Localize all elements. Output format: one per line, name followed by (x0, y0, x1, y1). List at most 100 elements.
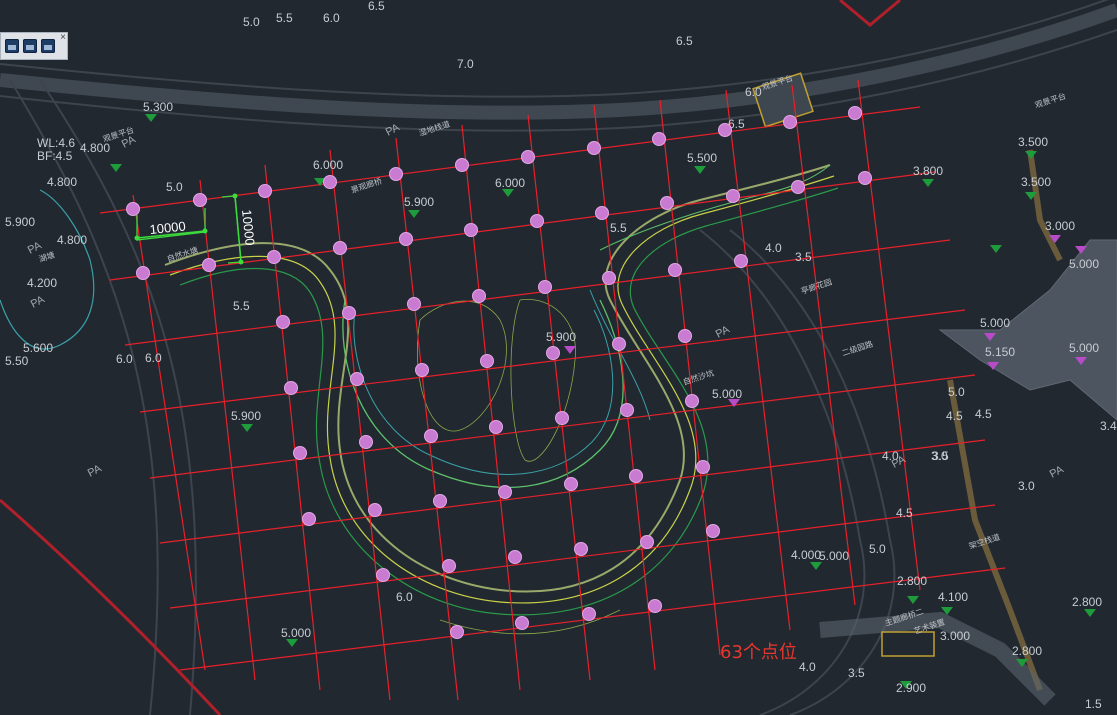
elevation-marker-4 (408, 210, 420, 218)
elevation-marker-3 (314, 178, 326, 186)
elevation-label-48: 4.0 (799, 660, 816, 674)
elevation-label-45: 2.800 (1012, 644, 1042, 658)
place-label-3: 观景平台 (1034, 91, 1068, 110)
grid-point-45 (359, 435, 373, 449)
elevation-label-62: 5.50 (5, 354, 29, 368)
grid-point-32 (276, 315, 290, 329)
grid-point-48 (629, 469, 643, 483)
elevation-label-24: 4.200 (27, 276, 57, 290)
elevation-label-60: 3.4 (1100, 419, 1117, 433)
grid-point-34 (612, 337, 626, 351)
grid-point-15 (726, 189, 740, 203)
grid-point-39 (284, 381, 298, 395)
grid-point-52 (368, 503, 382, 517)
grid-point-11 (193, 193, 207, 207)
elevation-marker-11 (1075, 246, 1087, 254)
grid-point-28 (538, 280, 552, 294)
grid-point-42 (555, 411, 569, 425)
document-icon[interactable] (41, 39, 55, 53)
elevation-label-27: 6.0 (145, 351, 162, 365)
grid-point-30 (407, 297, 421, 311)
grid-line-v-10 (725, 89, 791, 631)
elevation-marker-23 (941, 607, 953, 615)
elevation-label-5: 6.5 (676, 34, 693, 48)
pa-label-4: PA (29, 293, 47, 310)
elevation-label-44: 2.800 (897, 574, 927, 588)
elevation-label-47: 2.900 (896, 681, 926, 695)
grid-point-59 (376, 568, 390, 582)
elevation-marker-16 (728, 399, 740, 407)
grid-line-h-3 (124, 239, 951, 346)
elevation-label-28: 5.5 (233, 299, 250, 313)
grid-point-58 (442, 559, 456, 573)
elevation-label-12: 4.800 (80, 141, 110, 155)
grid-point-14 (791, 180, 805, 194)
elevation-label-42: 2.800 (1072, 595, 1102, 609)
close-icon[interactable]: × (60, 32, 66, 43)
horizontal-dimension: 10000 (149, 218, 187, 237)
landscape-contours (0, 164, 839, 635)
grid-point-23 (202, 258, 216, 272)
grid-line-h-7 (169, 504, 996, 609)
elevation-label-38: 5.0 (869, 542, 886, 556)
pa-label-5: PA (714, 323, 732, 340)
grid-point-61 (582, 607, 596, 621)
elevation-label-17: 5.500 (687, 151, 717, 165)
elevation-label-9: 5.300 (143, 100, 173, 114)
elevation-label-20: 3.500 (1021, 175, 1051, 189)
grid-point-33 (678, 329, 692, 343)
grid-point-22 (267, 250, 281, 264)
elevation-label-54: 5.0 (948, 385, 965, 399)
grid-point-57 (508, 550, 522, 564)
grid-line-h-6 (159, 439, 986, 544)
elevation-marker-20 (900, 681, 912, 689)
grid-line-v-5 (395, 137, 459, 701)
grid-point-40 (685, 394, 699, 408)
place-label-4: 湖塘 (38, 249, 56, 263)
elevation-marker-17 (241, 424, 253, 432)
grid-line-v-3 (264, 164, 321, 691)
elevation-label-8: 6.5 (728, 117, 745, 131)
grid-points (126, 106, 872, 639)
elevation-marker-10 (1049, 235, 1061, 243)
grid-point-1 (848, 106, 862, 120)
elevation-label-10: WL:4.6 (37, 136, 75, 150)
grid-point-9 (323, 175, 337, 189)
elevation-marker-1 (145, 114, 157, 122)
elevation-label-57: 4.0 (765, 241, 782, 255)
elevation-markers (110, 114, 1096, 689)
save-icon[interactable] (23, 39, 37, 53)
grid-point-24 (136, 266, 150, 280)
elevation-marker-22 (1084, 609, 1096, 617)
elevation-label-51: 4.5 (896, 506, 913, 520)
grid-line-v-12 (857, 79, 921, 591)
elevation-label-18: 3.800 (913, 164, 943, 178)
elevation-marker-6 (694, 166, 706, 174)
place-label-8: 二级园路 (841, 339, 875, 358)
place-label-6: 亭廊花园 (800, 277, 834, 296)
elevation-marker-5 (502, 189, 514, 197)
elevation-label-43: 4.100 (938, 590, 968, 604)
vertical-dimension: 10000 (239, 209, 258, 247)
elevation-marker-25 (990, 245, 1002, 253)
elevation-label-39: 6.0 (396, 590, 413, 604)
elevation-label-11: BF:4.5 (37, 149, 73, 163)
grid-point-5 (587, 141, 601, 155)
pa-label-8: PA (1048, 463, 1066, 480)
elevation-label-46: 3.000 (940, 629, 970, 643)
elevation-label-26: 5.0 (166, 180, 183, 194)
grid-line-v-11 (791, 84, 856, 606)
elevation-label-37: 4.000 (791, 548, 821, 562)
grid-point-31 (342, 306, 356, 320)
elevation-label-34: 5.000 (1069, 341, 1099, 355)
grid-point-47 (696, 460, 710, 474)
elevation-marker-9 (1025, 192, 1037, 200)
elevation-label-1: 5.0 (243, 15, 260, 29)
elevation-label-52: 3.5 (932, 449, 949, 463)
elevation-marker-8 (1025, 151, 1037, 159)
elevation-label-15: 5.900 (404, 195, 434, 209)
file-icon[interactable] (5, 39, 19, 53)
elevation-label-2: 5.5 (276, 11, 293, 25)
elevation-label-22: 5.000 (1069, 257, 1099, 271)
